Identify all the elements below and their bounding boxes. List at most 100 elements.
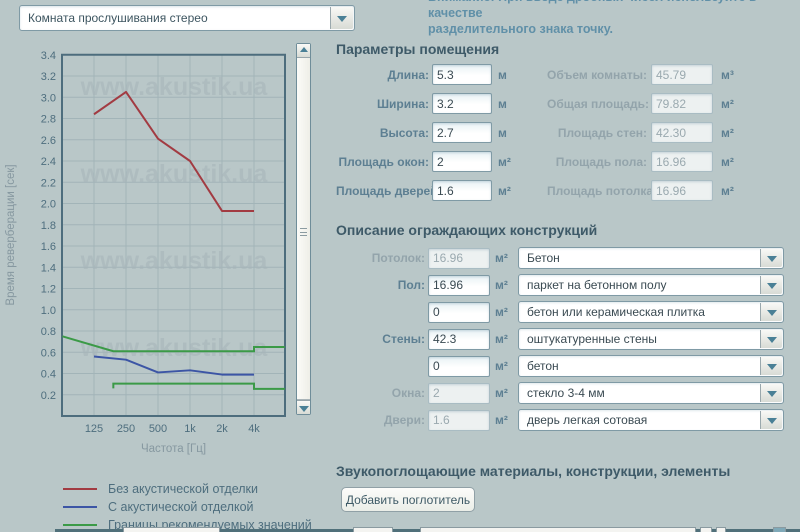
param-row: Высота: м (336, 122, 514, 143)
arrow-down-icon (298, 405, 309, 412)
unit-label: м² (495, 413, 508, 427)
construction-row: Пол: м² паркет на бетонном полу (336, 274, 784, 296)
material-dropdown-button[interactable] (760, 303, 782, 321)
construction-row: Двери: м² дверь легкая сотовая (336, 409, 784, 431)
cut-button[interactable] (716, 527, 726, 532)
chevron-down-icon (766, 283, 777, 289)
legend-label: Без акустической отделки (108, 482, 259, 496)
area-input[interactable] (428, 301, 490, 323)
chevron-down-icon (766, 256, 777, 262)
param-row: Площадь пола: м² (547, 151, 737, 172)
legend-line-icon (63, 524, 97, 526)
material-dropdown-button[interactable] (760, 357, 782, 375)
material-select[interactable]: паркет на бетонном полу (518, 274, 784, 296)
material-select[interactable]: стекло 3-4 мм (518, 382, 784, 404)
field-label: Площадь потолка: (547, 183, 658, 198)
scroll-up-button[interactable] (297, 44, 310, 58)
param-row: Ширина: м (336, 93, 514, 114)
площадьокон-input[interactable] (432, 151, 492, 172)
высота-input[interactable] (432, 122, 492, 143)
param-row: Длина: м (336, 64, 514, 85)
param-row: Общая площадь: м² (547, 93, 737, 114)
material-dropdown-button[interactable] (760, 249, 782, 267)
стены-input[interactable] (428, 328, 490, 350)
watermark: www.akustik.ua (80, 73, 269, 101)
material-select[interactable]: дверь легкая сотовая (518, 409, 784, 431)
unit-label: м² (721, 183, 734, 198)
material-select[interactable]: бетон или керамическая плитка (518, 301, 784, 323)
потолок-input (428, 247, 490, 269)
svg-text:2.2: 2.2 (41, 177, 56, 189)
unit-label: м² (495, 251, 508, 265)
room-type-dropdown-button[interactable] (330, 7, 353, 29)
svg-text:250: 250 (117, 423, 135, 435)
material-value: стекло 3-4 мм (527, 386, 605, 400)
note-line: разделительного знака точку. (428, 22, 614, 36)
grip-icon (300, 228, 307, 236)
param-row: Площадь дверей: м² (336, 180, 514, 201)
svg-text:3.2: 3.2 (41, 71, 56, 83)
общаяплощадь-input (651, 93, 713, 114)
field-label: Объем комнаты: (547, 67, 648, 82)
unit-label: м² (498, 154, 511, 169)
объемкомнаты-input (651, 64, 713, 85)
material-dropdown-button[interactable] (760, 330, 782, 348)
material-select[interactable]: бетон (518, 355, 784, 377)
svg-text:1.4: 1.4 (41, 262, 56, 274)
svg-text:1.8: 1.8 (41, 220, 56, 232)
add-absorber-button[interactable]: Добавить поглотитель (341, 487, 475, 512)
площадьпотолка-input (651, 180, 713, 201)
field-label: Высота: (379, 125, 429, 140)
room-type-value: Комната прослушивания стерео (28, 11, 208, 25)
field-label: Общая площадь: (547, 96, 650, 111)
room-type-select[interactable]: Комната прослушивания стерео (19, 5, 355, 31)
chart-scrollbar[interactable] (296, 43, 311, 415)
cut-input[interactable] (353, 527, 393, 532)
svg-text:2k: 2k (216, 423, 228, 435)
construction-row: м² бетон или керамическая плитка (336, 301, 784, 323)
area-input[interactable] (428, 355, 490, 377)
reverberation-chart: www.akustik.ua www.akustik.ua www.akustik.… (5, 50, 286, 455)
cut-button[interactable] (773, 527, 786, 532)
params-section-title: Параметры помещения (336, 41, 500, 57)
field-label: Потолок: (371, 251, 425, 265)
field-label: Площадь пола: (555, 154, 647, 169)
unit-label: м (498, 96, 507, 111)
двери-input (428, 409, 490, 431)
svg-text:500: 500 (149, 423, 167, 435)
param-row: Площадь потолка: м² (547, 180, 737, 201)
cut-select[interactable] (420, 527, 696, 532)
cut-button[interactable] (700, 527, 712, 532)
chart-legend: Без акустической отделки С акустической о… (63, 480, 312, 532)
scrollbar-thumb[interactable] (297, 58, 310, 400)
field-label: Двери: (383, 413, 425, 427)
x-axis-label: Частота [Гц] (141, 443, 206, 455)
material-dropdown-button[interactable] (760, 411, 782, 429)
material-select[interactable]: Бетон (518, 247, 784, 269)
svg-text:2.0: 2.0 (41, 199, 56, 211)
svg-text:1.6: 1.6 (41, 241, 56, 253)
пол-input[interactable] (428, 274, 490, 296)
cut-input[interactable] (123, 527, 220, 532)
param-row: Площадь стен: м² (547, 122, 737, 143)
material-dropdown-button[interactable] (760, 276, 782, 294)
chevron-down-icon (766, 391, 777, 397)
svg-text:1k: 1k (184, 423, 196, 435)
площадьстен-input (651, 122, 713, 143)
field-label: Длина: (387, 67, 429, 82)
material-value: оштукатуренные стены (527, 332, 657, 346)
площадьдверей-input[interactable] (432, 180, 492, 201)
scroll-down-button[interactable] (297, 400, 310, 414)
окна-input (428, 382, 490, 404)
unit-label: м (498, 125, 507, 140)
длина-input[interactable] (432, 64, 492, 85)
svg-text:1.0: 1.0 (41, 305, 56, 317)
ширина-input[interactable] (432, 93, 492, 114)
svg-text:125: 125 (85, 423, 103, 435)
material-dropdown-button[interactable] (760, 384, 782, 402)
material-select[interactable]: оштукатуренные стены (518, 328, 784, 350)
unit-label: м² (495, 332, 508, 346)
field-label: Площадь окон: (338, 154, 429, 169)
construction-row: Окна: м² стекло 3-4 мм (336, 382, 784, 404)
